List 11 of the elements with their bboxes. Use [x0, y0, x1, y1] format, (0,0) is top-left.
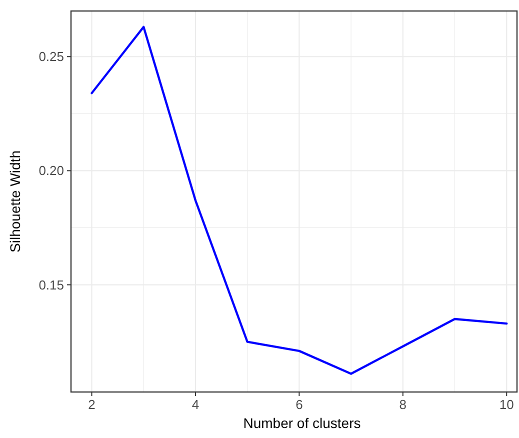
x-tick-label: 10 [499, 397, 514, 412]
x-axis-title: Number of clusters [243, 415, 361, 431]
y-axis-title: Silhouette Width [7, 150, 23, 252]
x-tick-label: 4 [192, 397, 200, 412]
x-tick-label: 8 [399, 397, 407, 412]
x-tick-label: 6 [296, 397, 303, 412]
y-tick-label: 0.15 [38, 277, 64, 292]
line-series [90, 26, 508, 375]
y-tick-label: 0.20 [38, 163, 64, 178]
y-tick-label: 0.25 [38, 49, 64, 64]
x-tick-label: 2 [88, 397, 96, 412]
